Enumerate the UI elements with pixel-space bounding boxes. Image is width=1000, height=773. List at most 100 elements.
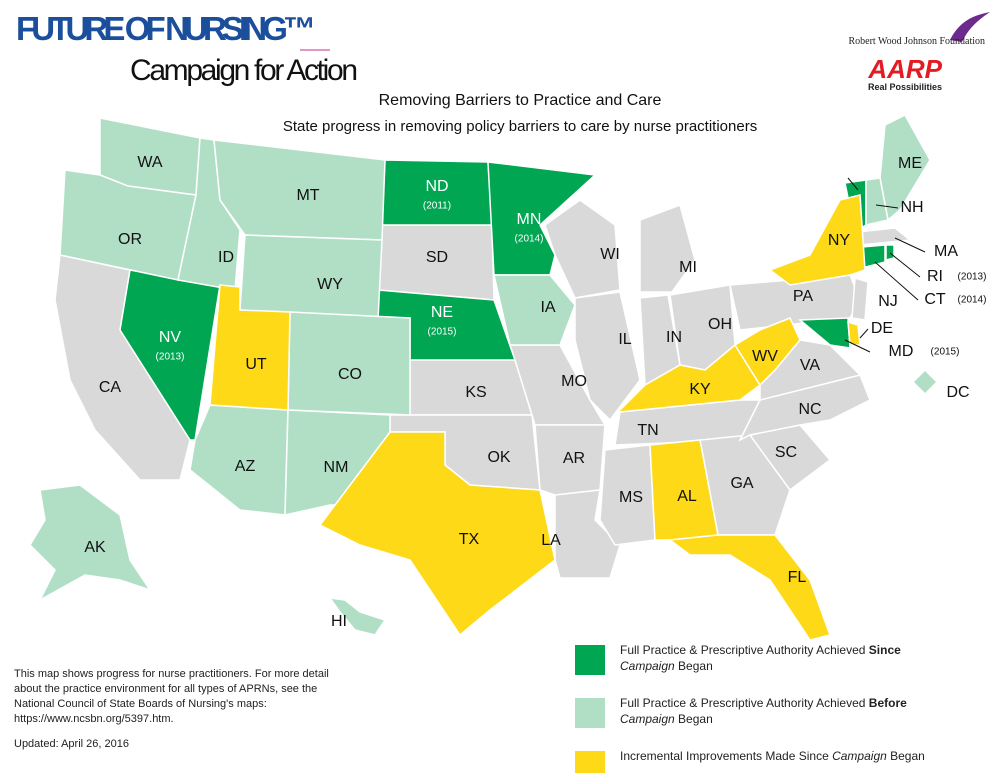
legend-text: Began xyxy=(674,659,713,673)
state-shape xyxy=(574,291,641,422)
state-label: DE xyxy=(871,320,893,337)
legend-text: Before xyxy=(868,696,907,710)
state-shape xyxy=(847,320,861,346)
state-label: TX xyxy=(459,531,480,548)
state-shape xyxy=(287,311,411,416)
state-label: ID xyxy=(218,249,234,266)
state-shape xyxy=(639,204,696,293)
state-label: MO xyxy=(561,373,587,390)
state-shape xyxy=(493,274,576,346)
state-label: NE xyxy=(431,304,453,321)
legend-label: Full Practice & Prescriptive Authority A… xyxy=(620,695,980,727)
state-shape xyxy=(668,534,831,641)
map-title: Removing Barriers to Practice and Care xyxy=(379,92,662,109)
footnote: This map shows progress for nurse practi… xyxy=(14,668,329,725)
map-subtitle: State progress in removing policy barrie… xyxy=(283,118,757,135)
state-label: NV xyxy=(159,329,182,346)
brand-title: FUTURE OF NURSING™ xyxy=(16,10,316,47)
state-label: TN xyxy=(637,422,658,439)
state-label: KY xyxy=(689,381,711,398)
legend-swatch xyxy=(575,645,605,675)
state-shape xyxy=(857,227,912,246)
state-shape xyxy=(798,317,851,349)
state-label: SD xyxy=(426,249,448,266)
state-shape xyxy=(768,194,866,286)
state-label: ND xyxy=(425,178,448,195)
state-label: VT xyxy=(820,158,841,175)
state-label: ME xyxy=(898,155,922,172)
state-shape xyxy=(885,244,895,261)
year-label: (2011) xyxy=(816,181,844,192)
legend-text: Began xyxy=(674,712,713,726)
brand-subtitle: Campaign for Action xyxy=(130,54,358,87)
state-shape xyxy=(865,177,889,226)
state-label: WA xyxy=(137,154,163,171)
state-label: MS xyxy=(619,489,643,506)
state-label: MT xyxy=(296,187,319,204)
legend-label: Incremental Improvements Made Since Camp… xyxy=(620,748,980,764)
state-label: WV xyxy=(752,348,778,365)
state-label: UT xyxy=(245,356,267,373)
year-label: (2011) xyxy=(423,201,451,212)
year-label: (2015) xyxy=(428,327,457,338)
state-label: LA xyxy=(541,532,561,549)
updated-date: Updated: April 26, 2016 xyxy=(14,738,129,750)
legend-text: Began xyxy=(886,749,925,763)
state-label: DC xyxy=(946,384,969,401)
year-label: (2015) xyxy=(931,347,960,358)
state-shape xyxy=(911,368,939,396)
legend-swatch xyxy=(575,698,605,728)
state-label: WY xyxy=(317,276,343,293)
year-label: (2013) xyxy=(958,272,987,283)
state-label: HI xyxy=(331,613,347,630)
legend-label: Full Practice & Prescriptive Authority A… xyxy=(620,642,980,674)
state-label: MN xyxy=(517,211,542,228)
state-label: AK xyxy=(84,539,106,556)
year-label: (2014) xyxy=(958,295,987,306)
state-label: SC xyxy=(775,444,797,461)
legend-text: Campaign xyxy=(620,659,675,673)
state-label: FL xyxy=(788,569,807,586)
state-label: IL xyxy=(618,331,631,348)
state-label: PA xyxy=(793,288,813,305)
state-label: NM xyxy=(324,459,349,476)
state-shape xyxy=(29,484,152,602)
state-shape xyxy=(554,489,621,579)
state-label: WI xyxy=(600,246,620,263)
state-shape xyxy=(599,444,656,546)
state-shape xyxy=(239,234,383,321)
state-label: AL xyxy=(677,488,697,505)
state-label: IN xyxy=(666,329,682,346)
state-label: MI xyxy=(679,259,697,276)
state-label: CA xyxy=(99,379,122,396)
state-shape xyxy=(328,597,387,636)
state-label: MD xyxy=(889,343,914,360)
legend-text: Incremental Improvements Made Since xyxy=(620,749,833,763)
state-label: KS xyxy=(465,384,486,401)
state-label: OR xyxy=(118,231,142,248)
year-label: (2013) xyxy=(156,352,185,363)
state-label: RI xyxy=(927,268,943,285)
state-label: NJ xyxy=(878,293,898,310)
legend-text: Full Practice & Prescriptive Authority A… xyxy=(620,643,869,657)
state-label: IA xyxy=(540,299,555,316)
state-shape xyxy=(861,244,886,269)
state-labels: CA SD KS OK MO AR LA WI MI IL IN OH TN MS GA SC NC VA PA MA… xyxy=(84,154,986,630)
state-label: NC xyxy=(798,401,821,418)
state-label: GA xyxy=(730,475,753,492)
state-label: NY xyxy=(828,232,851,249)
sponsor-logo xyxy=(950,12,990,42)
state-label: OK xyxy=(487,449,510,466)
sponsor-name: Robert Wood Johnson Foundation xyxy=(848,36,985,47)
aarp-logo: AARP xyxy=(867,54,942,84)
year-label: (2014) xyxy=(515,234,544,245)
legend-text: Campaign xyxy=(620,712,675,726)
state-shape xyxy=(738,374,871,442)
state-label: NH xyxy=(900,199,923,216)
aarp-tagline: Real Possibilities xyxy=(868,82,942,92)
legend-swatch xyxy=(575,751,605,773)
state-shape xyxy=(851,277,869,321)
state-label: CT xyxy=(924,291,946,308)
state-label: VA xyxy=(800,357,820,374)
